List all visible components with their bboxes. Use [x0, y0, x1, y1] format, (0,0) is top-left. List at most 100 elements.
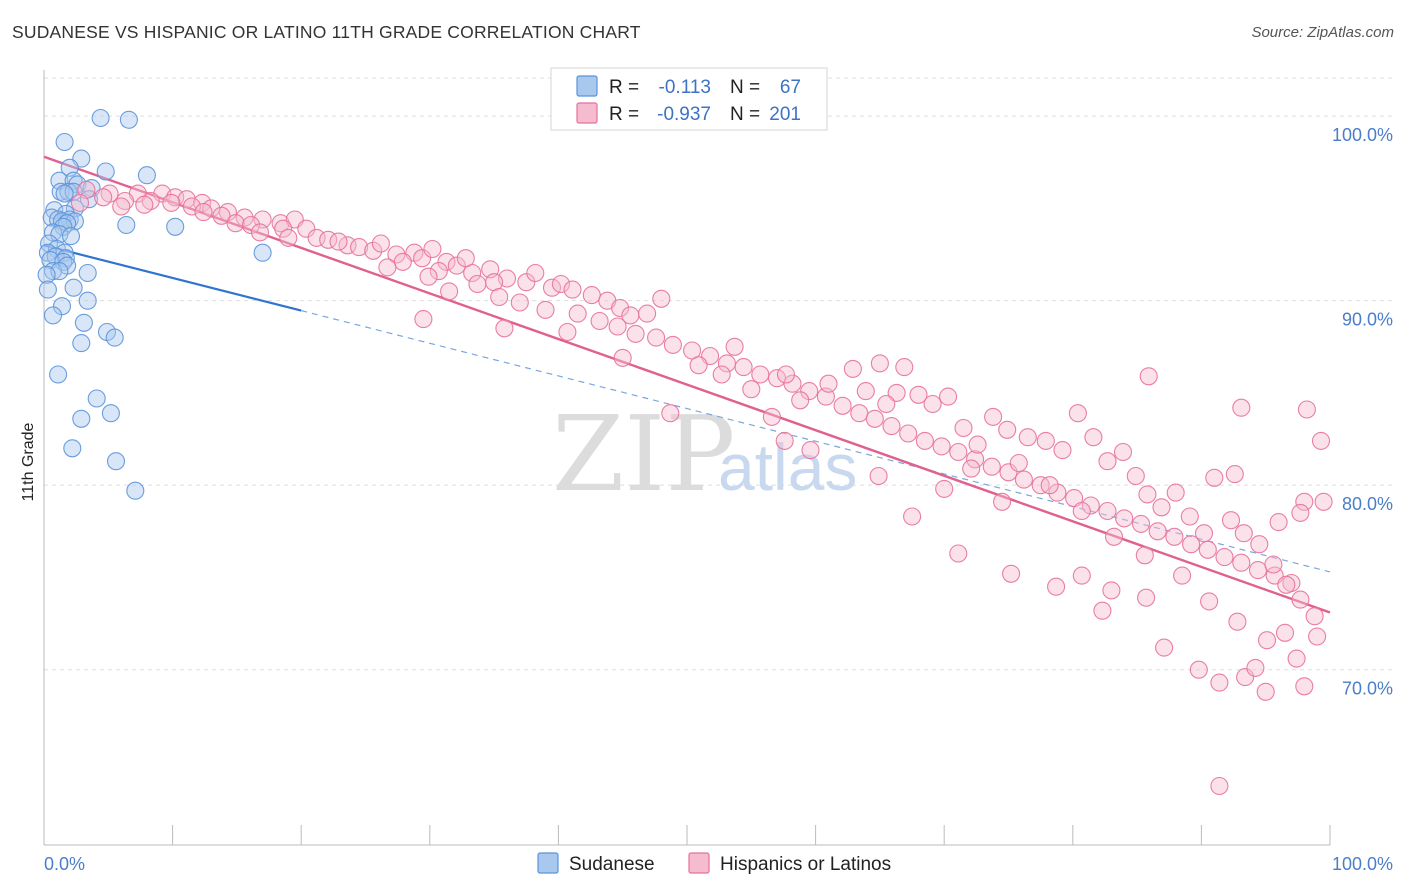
sudanese-point-30 [61, 227, 81, 246]
sudanese-point-60 [126, 481, 145, 500]
hispanic-point-25 [274, 219, 293, 238]
chart-source: Source: ZipAtlas.com [1251, 24, 1394, 41]
legend-n-label-1: N = [730, 77, 760, 98]
hispanic-point-177 [1047, 577, 1066, 596]
hispanic-point-141 [1152, 498, 1171, 517]
hispanic-point-168 [1173, 566, 1192, 585]
hispanic-point-56 [652, 289, 671, 308]
hispanic-point-55 [638, 304, 657, 323]
hispanic-point-117 [742, 380, 761, 399]
hispanic-point-160 [935, 479, 954, 498]
hispanic-point-135 [1068, 404, 1087, 423]
hispanic-point-84 [865, 409, 884, 428]
hispanic-point-192 [1314, 492, 1333, 511]
hispanic-point-76 [734, 358, 753, 377]
hispanic-point-70 [626, 324, 645, 343]
hispanic-point-65 [510, 293, 529, 312]
hispanic-point-101 [1148, 522, 1167, 541]
hispanic-point-86 [899, 424, 918, 443]
hispanic-point-180 [1155, 638, 1174, 657]
axes [43, 70, 1331, 846]
hispanic-point-122 [856, 382, 875, 401]
sudanese-trend-line [43, 244, 302, 312]
hispanic-point-51 [582, 286, 601, 305]
hispanic-point-157 [661, 404, 680, 423]
hispanic-point-97 [1081, 496, 1100, 515]
hispanic-point-162 [993, 492, 1012, 511]
legend: R = -0.113 N = 67 R = -0.937 N = 201 [550, 67, 828, 131]
hispanic-point-10 [70, 193, 90, 212]
sudanese-point-58 [63, 439, 82, 458]
y-tick-label-0: 70.0% [1342, 679, 1393, 699]
sudanese-point-0 [91, 108, 110, 128]
hispanic-point-196 [1102, 581, 1121, 600]
hispanic-point-112 [558, 322, 577, 342]
hispanic-point-60 [378, 258, 397, 277]
hispanic-point-29 [307, 228, 326, 247]
hispanic-point-174 [903, 507, 922, 526]
hispanic-point-113 [613, 348, 632, 367]
hispanic-point-172 [1287, 649, 1306, 668]
hispanic-point-199 [1275, 623, 1295, 642]
hispanic-point-105 [1215, 548, 1234, 567]
bottom-legend-swatch-hispanic [688, 852, 710, 874]
hispanic-point-171 [1257, 631, 1277, 650]
hispanic-point-87 [915, 431, 934, 450]
legend-swatch-sudanese [576, 75, 598, 97]
hispanic-point-143 [1180, 507, 1199, 526]
hispanic-point-185 [1210, 776, 1229, 796]
hispanic-point-178 [1093, 601, 1112, 620]
y-axis-label: 11th Grade [20, 422, 37, 501]
hispanic-point-28 [279, 228, 298, 247]
hispanic-point-64 [490, 287, 509, 307]
y-tick-label-3: 100.0% [1332, 125, 1393, 145]
sudanese-point-43 [37, 265, 56, 284]
hispanic-point-161 [962, 459, 981, 478]
hispanic-point-151 [1291, 590, 1310, 609]
hispanic-point-130 [984, 407, 1003, 426]
x-tick-labels: 0.0% 100.0% [44, 854, 1393, 874]
legend-n-value-1: 67 [780, 77, 801, 98]
hispanic-point-116 [712, 365, 731, 384]
hispanic-point-139 [1126, 466, 1145, 486]
hispanic-point-98 [1098, 501, 1117, 521]
hispanic-point-63 [440, 282, 459, 301]
watermark: ZIP atlas [552, 393, 857, 515]
hispanic-point-150 [1277, 575, 1296, 594]
hispanic-point-128 [954, 418, 973, 438]
hispanic-point-145 [1205, 468, 1224, 487]
hispanic-point-90 [966, 450, 985, 469]
hispanic-point-118 [776, 365, 796, 384]
hispanic-point-104 [1198, 540, 1217, 559]
hispanic-point-32 [350, 238, 369, 257]
hispanic-point-131 [998, 420, 1017, 439]
hispanic-point-114 [689, 356, 708, 375]
hispanic-point-11 [112, 197, 131, 216]
sudanese-point-56 [101, 404, 120, 423]
hispanic-point-164 [1040, 476, 1059, 495]
hispanic-point-13 [162, 193, 181, 212]
hispanic-point-77 [751, 365, 770, 384]
hispanic-point-31 [338, 236, 357, 255]
hispanic-point-187 [1232, 398, 1251, 417]
hispanic-point-190 [1295, 492, 1314, 511]
hispanic-point-152 [1305, 607, 1324, 626]
hispanic-point-140 [1138, 485, 1157, 504]
hispanic-point-179 [1137, 588, 1156, 607]
sudanese-point-46 [38, 280, 57, 299]
hispanic-point-134 [1053, 441, 1072, 460]
hispanic-point-165 [1072, 501, 1091, 521]
legend-r-value-2: -0.937 [657, 104, 711, 125]
y-tick-label-1: 80.0% [1342, 494, 1393, 514]
hispanic-point-156 [762, 407, 781, 426]
hispanic-point-136 [1084, 428, 1103, 447]
data-points [37, 108, 1333, 796]
sudanese-point-1 [119, 110, 138, 129]
hispanic-point-183 [1256, 682, 1275, 701]
hispanic-point-89 [949, 442, 968, 462]
hispanic-point-59 [393, 252, 412, 271]
hispanic-point-121 [843, 359, 862, 378]
hispanic-point-195 [1072, 566, 1091, 585]
sudanese-trend-extension [301, 310, 1331, 573]
